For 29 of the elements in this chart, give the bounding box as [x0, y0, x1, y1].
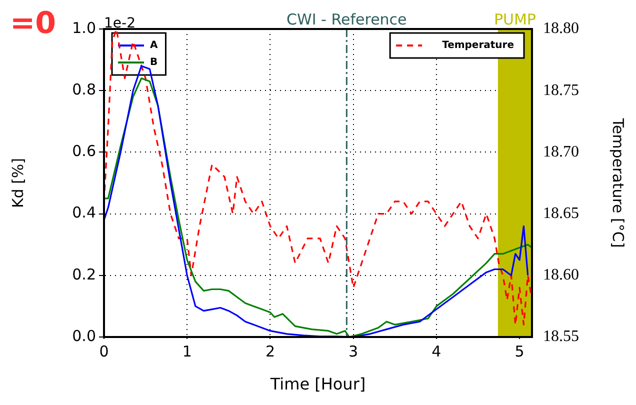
- x-tick-label: 5: [514, 342, 524, 360]
- ref-line-label: CWI - Reference: [286, 10, 407, 28]
- band-label: PUMP: [494, 10, 536, 28]
- x-axis-title: Time [Hour]: [269, 374, 366, 394]
- y-tick-label: 0.2: [72, 265, 96, 284]
- y-tick-label: 0.8: [72, 80, 96, 98]
- y2-tick-label: 18.65: [543, 205, 579, 222]
- annotation: 1e-2: [104, 16, 136, 32]
- line-series: [104, 29, 532, 326]
- x-tick-label: 1: [182, 342, 192, 360]
- y2-tick-label: 18.55: [543, 328, 579, 346]
- x-tick-label: 3: [348, 342, 358, 360]
- y-axis-title: Kd [%]: [8, 158, 27, 208]
- y-tick-label: 0.4: [72, 204, 96, 222]
- x-tick-label: 2: [265, 342, 275, 360]
- y-tick-label: 0.0: [72, 326, 96, 345]
- y2-tick-label: 18.80: [543, 20, 579, 38]
- y-tick-label: 1.0: [72, 18, 96, 37]
- legend-label: Temperature: [442, 40, 514, 52]
- x-tick-label: 0: [99, 342, 109, 360]
- y2-axis-title: Temperature [°C]: [609, 117, 628, 248]
- y-tick-label: 0.6: [72, 142, 96, 160]
- legend-label: B: [150, 57, 158, 68]
- text: =0: [10, 6, 56, 41]
- legend-label: A: [150, 40, 158, 52]
- y2-tick-label: 18.70: [543, 143, 579, 160]
- x-tick-label: 4: [432, 342, 442, 360]
- y2-tick-label: 18.75: [543, 82, 579, 99]
- y2-tick-label: 18.60: [543, 266, 579, 284]
